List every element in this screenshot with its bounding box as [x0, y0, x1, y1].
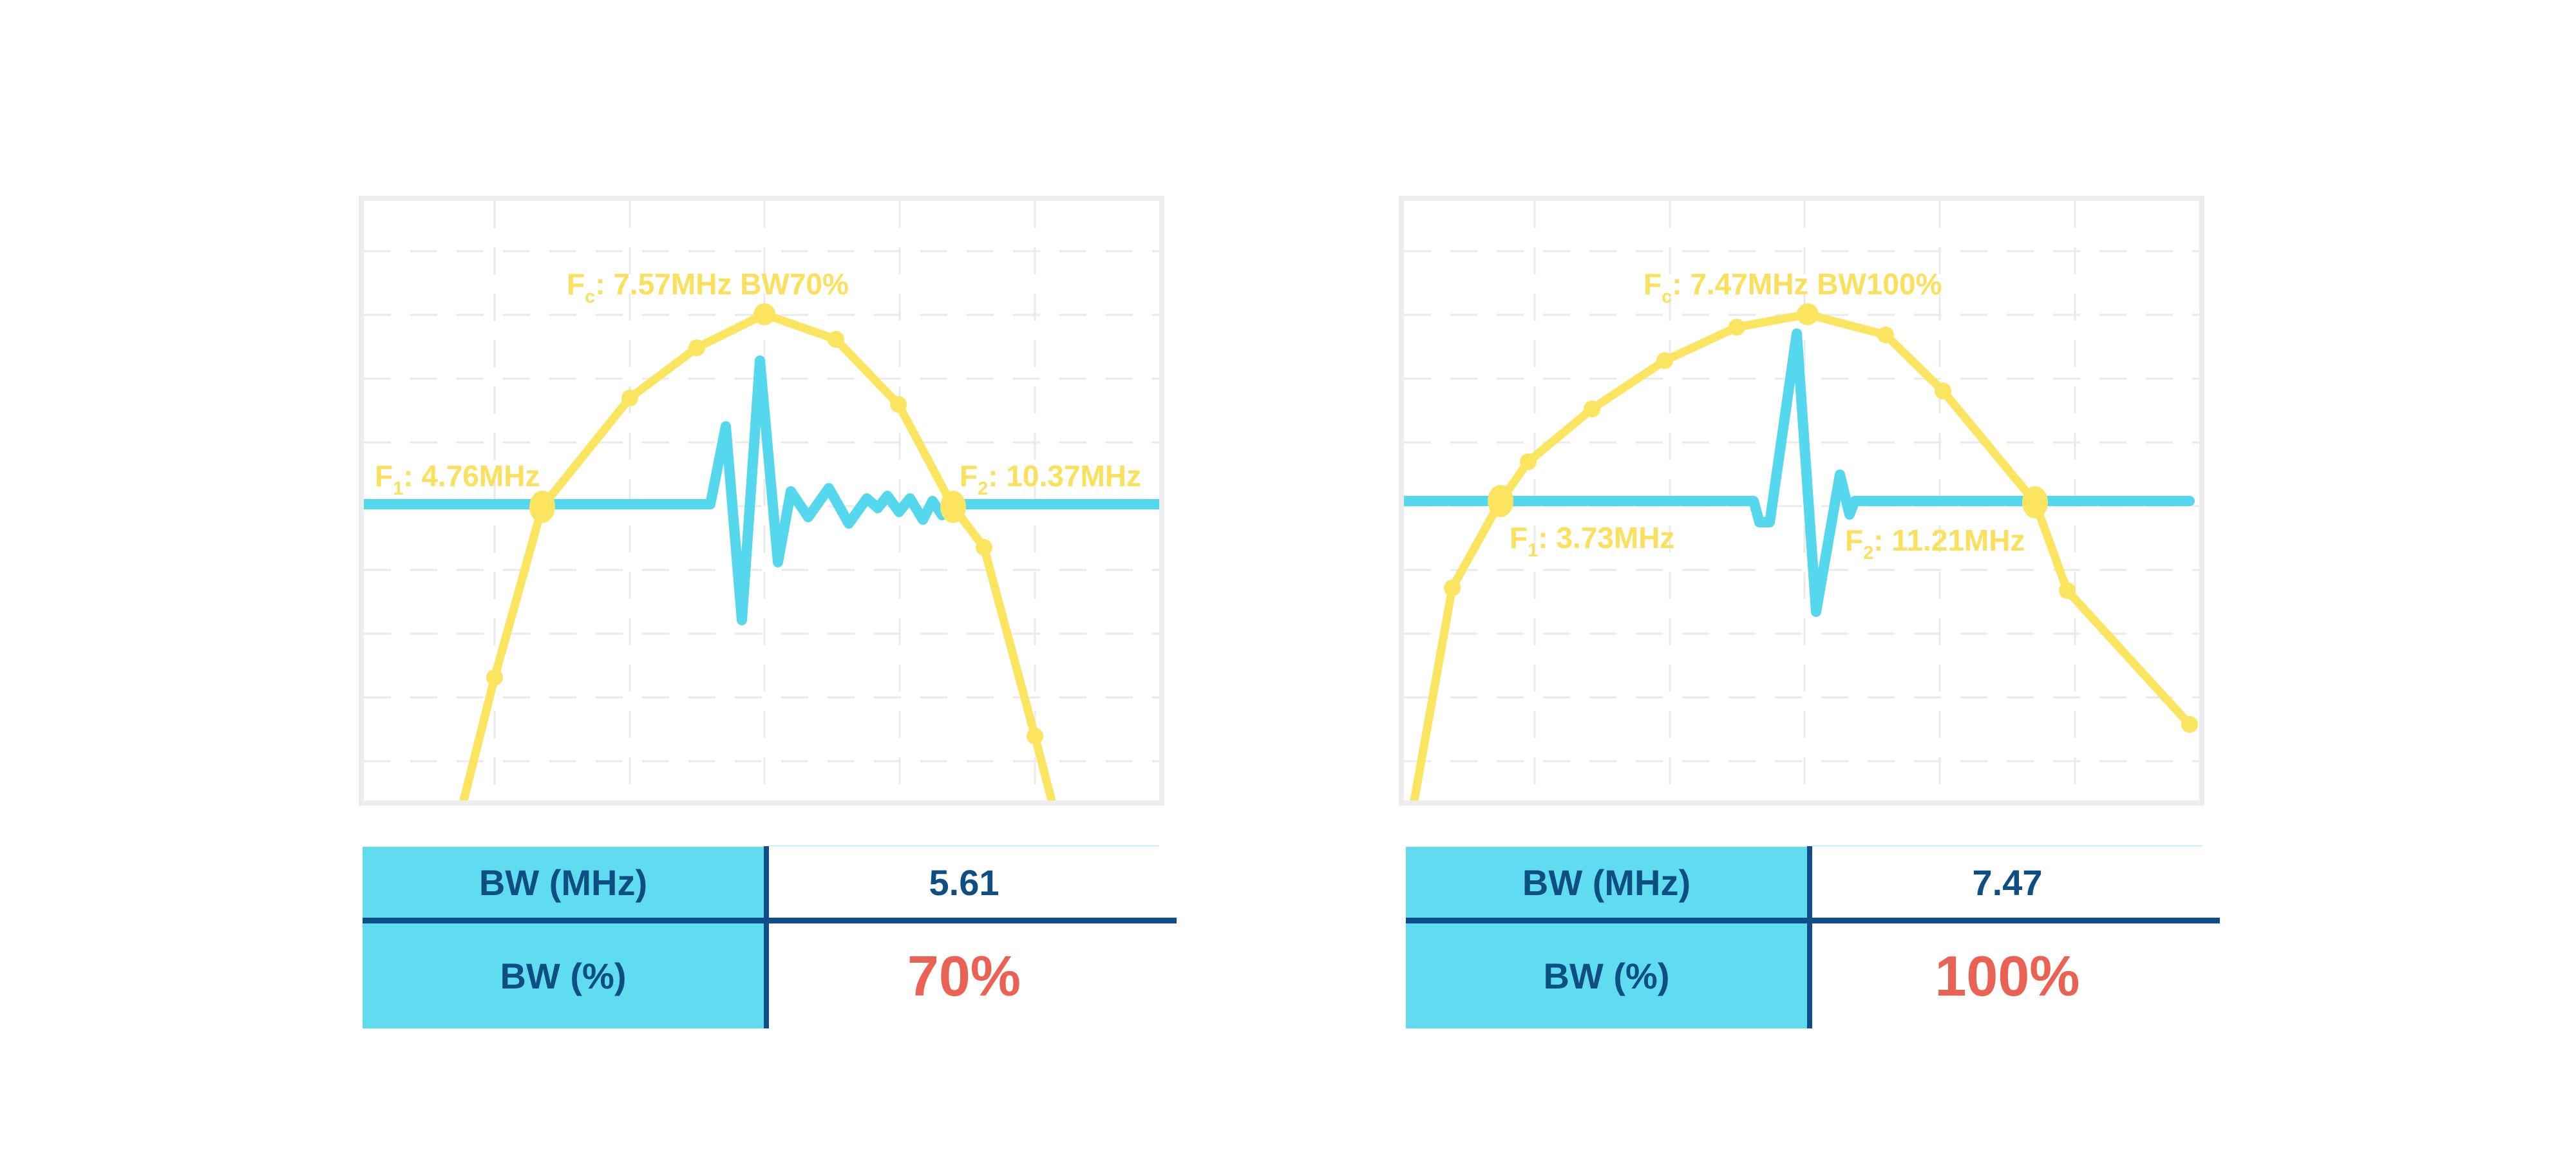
left-f1-subscript: 1	[393, 478, 404, 499]
spectrum-data-point-marker	[1877, 326, 1894, 343]
spectrum-data-point-marker	[1935, 383, 1951, 399]
chart-right-bw100	[1399, 196, 2204, 806]
right-f2-prefix: F	[1845, 524, 1864, 557]
left-table-bw-mhz-value-cell: 5.61	[769, 847, 1159, 918]
spectrum-data-point-marker	[486, 669, 503, 686]
left-f2-prefix: F	[960, 459, 978, 493]
left-table-bw-pct-value: 70%	[907, 943, 1021, 1008]
right-table-column-divider	[1807, 846, 1812, 1028]
right-table-bw-mhz-value-cell: 7.47	[1812, 847, 2202, 918]
left-table-bw-mhz-value: 5.61	[929, 862, 999, 903]
left-f1-value: : 4.76MHz	[403, 459, 540, 493]
spectrum-peak-marker	[753, 303, 775, 325]
left-center-frequency-label: Fc: 7.57MHz BW70%	[567, 267, 849, 308]
left-fc-prefix: F	[567, 267, 585, 301]
right-table-bw-pct-value-cell: 100%	[1812, 923, 2202, 1028]
chart-left-plot-area	[364, 201, 1159, 800]
spectrum-data-point-marker	[1444, 580, 1461, 596]
left-table-top-border	[769, 845, 1159, 847]
bandwidth-edge-marker	[1488, 485, 1513, 517]
right-f2-subscript: 2	[1863, 543, 1874, 563]
right-fc-value: : 7.47MHz BW100%	[1672, 267, 1942, 301]
spectrum-data-point-marker	[828, 331, 844, 348]
left-table-bw-pct-label-cell: BW (%)	[363, 923, 764, 1028]
right-f1-prefix: F	[1510, 521, 1528, 554]
left-f1-prefix: F	[375, 459, 393, 493]
left-f2-value: : 10.37MHz	[988, 459, 1141, 493]
left-table-bw-mhz-label: BW (MHz)	[478, 862, 648, 903]
spectrum-data-point-marker	[2059, 582, 2076, 599]
spectrum-data-point-marker	[1027, 728, 1043, 744]
spectrum-data-point-marker	[1728, 319, 1745, 336]
left-bandwidth-table: BW (MHz) 5.61 BW (%) 70%	[363, 845, 1177, 1029]
spectrum-data-point-marker	[2181, 716, 2198, 733]
chart-left-bw70	[359, 196, 1164, 806]
right-bandwidth-table: BW (MHz) 7.47 BW (%) 100%	[1406, 845, 2220, 1029]
right-f2-value: : 11.21MHz	[1873, 524, 2025, 557]
right-table-bw-pct-value: 100%	[1935, 943, 2080, 1008]
right-f2-label: F2: 11.21MHz	[1845, 523, 2025, 564]
right-f1-label: F1: 3.73MHz	[1510, 520, 1674, 562]
spectrum-data-point-marker	[1520, 453, 1537, 470]
left-table-bw-mhz-label-cell: BW (MHz)	[363, 847, 764, 918]
spectrum-data-point-marker	[688, 339, 705, 356]
right-table-bw-pct-label: BW (%)	[1543, 956, 1670, 996]
left-table-row-divider	[363, 918, 1177, 923]
right-center-frequency-label: Fc: 7.47MHz BW100%	[1643, 267, 1942, 308]
left-fc-value: : 7.57MHz BW70%	[595, 267, 849, 301]
right-table-bw-mhz-label: BW (MHz)	[1522, 862, 1691, 903]
bandwidth-edge-marker	[940, 491, 966, 523]
left-table-bw-pct-label: BW (%)	[500, 956, 627, 996]
right-fc-prefix: F	[1643, 267, 1662, 301]
left-fc-subscript: c	[585, 287, 596, 307]
spectrum-data-point-marker	[621, 390, 638, 406]
pulse-waveform-line	[1404, 328, 2195, 617]
spectrum-data-point-marker	[976, 539, 992, 556]
right-table-bw-pct-label-cell: BW (%)	[1406, 923, 1807, 1028]
right-f1-subscript: 1	[1528, 540, 1539, 561]
left-table-column-divider	[764, 846, 769, 1028]
bandwidth-edge-marker	[2022, 486, 2048, 518]
left-f1-label: F1: 4.76MHz	[375, 459, 540, 500]
left-f2-subscript: 2	[978, 478, 989, 499]
spectrum-peak-marker	[1797, 303, 1819, 325]
spectrum-line	[459, 310, 1056, 800]
pulse-waveform-line	[364, 355, 1159, 625]
chart-right-plot-area	[1404, 201, 2199, 800]
spectrum-data-point-marker	[1584, 401, 1600, 417]
right-table-top-border	[1812, 845, 2202, 847]
right-table-row-divider	[1406, 918, 2220, 923]
spectrum-data-point-marker	[890, 396, 907, 413]
right-f1-value: : 3.73MHz	[1538, 521, 1675, 554]
bandwidth-edge-marker	[529, 491, 555, 523]
right-fc-subscript: c	[1662, 287, 1672, 307]
left-table-bw-pct-value-cell: 70%	[769, 923, 1159, 1028]
left-f2-label: F2: 10.37MHz	[960, 459, 1141, 500]
right-table-bw-mhz-label-cell: BW (MHz)	[1406, 847, 1807, 918]
right-table-bw-mhz-value: 7.47	[1972, 862, 2043, 903]
spectrum-data-point-marker	[1656, 352, 1673, 369]
